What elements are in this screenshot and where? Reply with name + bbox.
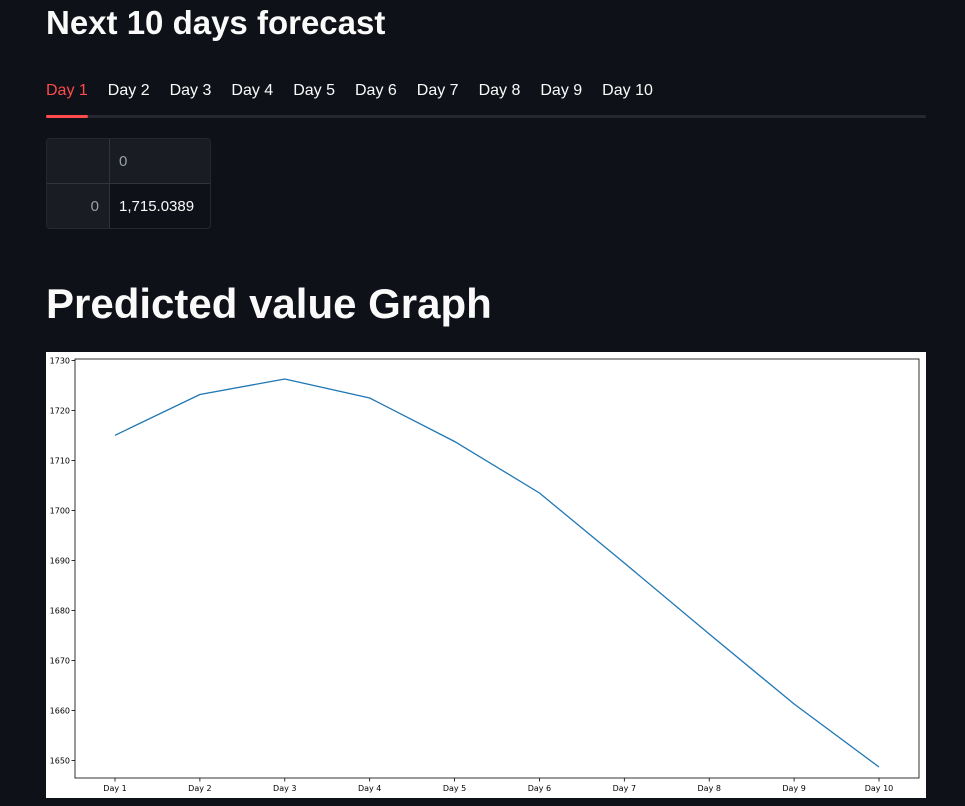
y-tick-label: 1670 [50, 657, 70, 666]
y-tick-label: 1720 [50, 407, 70, 416]
series-line [114, 378, 880, 768]
forecast-dataframe[interactable]: 0 0 1,715.0389 [46, 138, 211, 229]
x-tick-label: Day 7 [613, 784, 636, 793]
table-row: 0 1,715.0389 [47, 183, 210, 228]
y-tick-label: 1690 [50, 557, 70, 566]
chart-svg: 1650 1660 1670 1680 1690 1700 1710 1720 1730 Day … [50, 357, 920, 793]
plot-frame [74, 358, 920, 779]
y-tick-label: 1710 [50, 457, 70, 466]
forecast-heading: Next 10 days forecast [46, 4, 386, 41]
predicted-value-chart: 1650 1660 1670 1680 1690 1700 1710 1720 1730 Day … [46, 352, 926, 798]
tab-day-7[interactable]: Day 7 [416, 82, 459, 99]
x-tick-label: Day 4 [358, 784, 381, 793]
tab-day-2[interactable]: Day 2 [107, 82, 150, 99]
tab-day-9[interactable]: Day 9 [540, 82, 583, 99]
x-tick-label: Day 1 [103, 784, 126, 793]
day-tabs: Day 1 Day 2 Day 3 Day 4 Day 5 Day 6 Day 7 Day 8… [46, 74, 926, 118]
x-tick-label: Day 5 [443, 784, 466, 793]
active-tab-indicator [46, 115, 88, 118]
x-tick-label: Day 9 [782, 784, 805, 793]
tab-day-10[interactable]: Day 10 [602, 82, 653, 99]
y-tick-label: 1680 [50, 607, 70, 616]
index-header-cell [47, 139, 110, 183]
tab-day-8[interactable]: Day 8 [478, 82, 521, 99]
tab-day-5[interactable]: Day 5 [293, 82, 335, 99]
row-index-cell: 0 [47, 184, 110, 228]
y-tick-label: 1660 [50, 707, 70, 716]
tab-list: Day 1 Day 2 Day 3 Day 4 Day 5 Day 6 Day 7 Day 8… [46, 74, 926, 112]
x-tick-label: Day 3 [273, 784, 296, 793]
tab-day-3[interactable]: Day 3 [169, 82, 212, 99]
column-header-cell[interactable]: 0 [119, 152, 128, 170]
y-tick-label: 1650 [50, 757, 70, 766]
y-tick-label: 1730 [50, 357, 70, 366]
y-tick-label: 1700 [50, 507, 70, 516]
value-cell[interactable]: 1,715.0389 [119, 197, 195, 215]
x-tick-label: Day 2 [188, 784, 211, 793]
x-tick-label: Day 6 [528, 784, 551, 793]
graph-heading: Predicted value Graph [46, 280, 492, 327]
tab-day-6[interactable]: Day 6 [354, 82, 397, 99]
tabs-underline [46, 115, 926, 118]
tab-day-4[interactable]: Day 4 [231, 82, 274, 99]
tab-day-1[interactable]: Day 1 [46, 82, 88, 99]
table-header-row: 0 [47, 139, 210, 183]
x-tick-label: Day 8 [698, 784, 721, 793]
x-tick-label: Day 10 [865, 784, 894, 793]
